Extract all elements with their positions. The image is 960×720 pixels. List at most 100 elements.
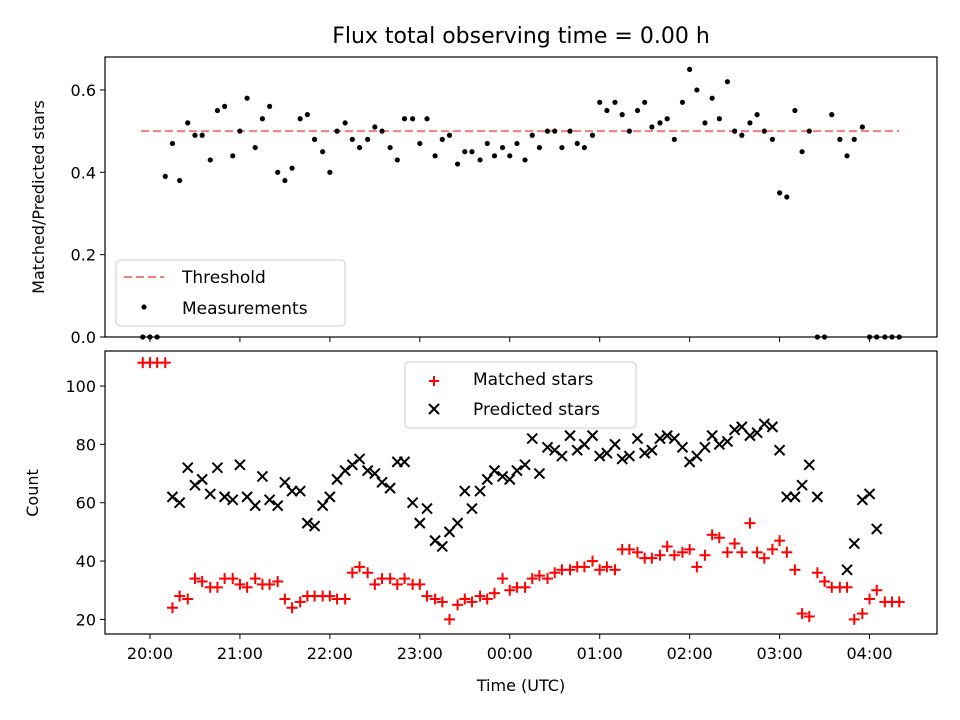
matched-star-point <box>466 596 478 608</box>
legend-matched-label: Matched stars <box>473 370 593 390</box>
predicted-star-point <box>533 467 546 480</box>
predicted-star-point <box>361 464 374 477</box>
bottom-legend: Matched stars Predicted stars <box>404 361 637 429</box>
matched-star-point <box>789 564 801 576</box>
measurement-point <box>320 149 326 155</box>
predicted-star-point <box>728 424 741 436</box>
matched-star-point <box>369 578 381 590</box>
measurement-point <box>507 153 513 159</box>
measurement-point <box>597 99 603 105</box>
matched-star-point <box>796 608 808 620</box>
measurement-point <box>559 144 565 151</box>
matched-star-point <box>646 552 658 564</box>
matched-star-point <box>279 593 291 605</box>
matched-star-point <box>721 546 733 558</box>
measurement-point <box>177 177 183 184</box>
legend-measurements-label: Measurements <box>182 299 308 319</box>
predicted-star-point <box>301 517 314 529</box>
measurement-point <box>581 144 588 151</box>
matched-star-point <box>848 613 860 625</box>
measurement-point <box>716 116 722 122</box>
measurement-point <box>574 140 580 147</box>
measurement-point <box>275 169 281 175</box>
matched-star-point <box>594 564 606 576</box>
measurement-point <box>687 66 693 72</box>
predicted-star-point <box>848 537 860 550</box>
measurement-point <box>401 116 408 122</box>
predicted-star-point <box>609 438 621 451</box>
matched-star-point <box>294 596 306 608</box>
matched-star-point <box>264 578 276 590</box>
measurement-point <box>589 132 596 138</box>
measurement-point <box>432 153 438 159</box>
matched-star-point <box>713 532 725 544</box>
predicted-star-point <box>421 502 433 515</box>
matched-star-point <box>578 561 590 573</box>
predicted-star-point <box>668 432 681 445</box>
predicted-star-point <box>601 447 613 459</box>
bottom-panel: 20 40 60 80 100 20:00 21:00 22:00 23:00 00:00 01:… <box>23 350 938 695</box>
matched-star-point <box>459 593 471 605</box>
matched-star-point <box>159 357 171 369</box>
predicted-star-point <box>706 429 718 442</box>
measurement-point <box>747 120 753 126</box>
legend-predicted-swatch <box>428 403 440 415</box>
matched-star-point <box>549 567 561 579</box>
matched-star-point <box>736 546 748 558</box>
matched-star-point <box>781 546 793 558</box>
measurement-point <box>252 144 258 151</box>
x-tick-label: 22:00 <box>307 644 353 663</box>
predicted-star-point <box>218 491 231 503</box>
matched-star-point <box>654 549 666 561</box>
matched-star-point <box>744 517 756 529</box>
predicted-star-point <box>654 432 666 445</box>
matched-star-point <box>354 561 366 573</box>
matched-star-point <box>601 561 613 573</box>
predicted-star-point <box>384 482 396 494</box>
bottom-y-axis-label: Count <box>23 469 42 517</box>
bottom-axes-frame <box>104 350 938 635</box>
measurement-point <box>477 157 483 163</box>
predicted-star-point <box>324 491 336 503</box>
measurement-point <box>446 132 453 138</box>
matched-star-point <box>841 581 853 593</box>
predicted-star-point <box>173 497 186 509</box>
measurement-point <box>311 136 318 142</box>
top-plot-area <box>140 66 902 340</box>
predicted-star-point <box>564 429 576 442</box>
measurement-point <box>514 140 520 147</box>
predicted-star-point <box>781 491 793 503</box>
top-y-tick-label: 0.6 <box>71 81 96 100</box>
bottom-y-tick-label: 80 <box>76 435 96 454</box>
predicted-star-point <box>496 470 509 483</box>
x-axis-label: Time (UTC) <box>476 676 565 695</box>
matched-star-point <box>324 590 336 602</box>
predicted-star-point <box>256 470 269 483</box>
measurement-point <box>664 116 670 122</box>
measurement-point <box>199 132 205 138</box>
measurement-point <box>679 99 686 105</box>
predicted-star-point <box>526 432 538 445</box>
matched-star-point <box>362 567 374 579</box>
measurement-point <box>289 165 295 171</box>
measurement-point <box>567 128 573 134</box>
measurement-point <box>769 136 775 142</box>
predicted-star-point <box>751 426 763 439</box>
matched-star-point <box>384 573 396 585</box>
measurement-point <box>417 140 423 147</box>
predicted-star-point <box>414 517 426 529</box>
legend-threshold-label: Threshold <box>181 268 266 288</box>
matched-star-point <box>526 573 538 585</box>
predicted-star-point <box>758 418 771 430</box>
matched-star-point <box>751 546 763 558</box>
measurement-point <box>619 112 625 118</box>
predicted-star-point <box>263 494 276 506</box>
measurement-point <box>649 124 655 130</box>
measurement-point <box>529 132 535 138</box>
measurement-point <box>604 107 610 114</box>
matched-star-point <box>623 543 635 555</box>
predicted-star-point <box>227 494 239 506</box>
measurement-point <box>859 124 865 130</box>
bottom-y-tick-label: 100 <box>65 377 96 396</box>
measurement-point <box>185 120 191 126</box>
